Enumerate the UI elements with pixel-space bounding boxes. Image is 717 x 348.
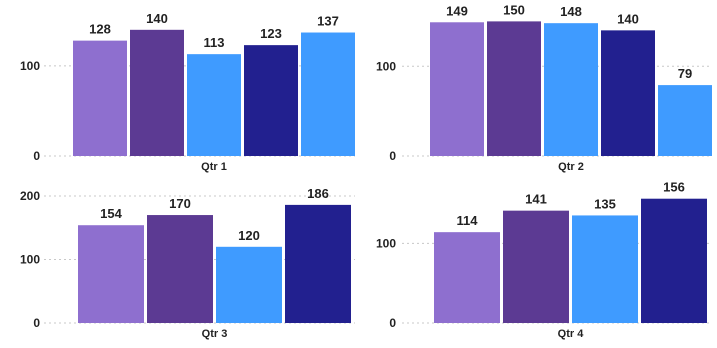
bar (73, 40, 127, 157)
y-tick-label: 0 (33, 316, 40, 330)
bar (434, 232, 500, 323)
bar (658, 85, 712, 156)
y-tick-label: 100 (20, 59, 40, 73)
category-label: Qtr 1 (201, 161, 227, 173)
bar (601, 30, 655, 156)
bar-value-label: 148 (560, 4, 582, 19)
bar (301, 32, 355, 156)
bar (147, 215, 213, 323)
bar-value-label: 114 (457, 213, 479, 228)
bar (216, 246, 282, 323)
bar-value-label: 154 (100, 206, 122, 221)
bar-value-label: 141 (525, 192, 547, 207)
y-tick-label: 200 (20, 189, 40, 203)
bar (487, 21, 541, 157)
bar-value-label: 123 (260, 26, 282, 41)
bar (187, 54, 241, 156)
bar (285, 204, 351, 323)
y-tick-label: 0 (389, 316, 396, 330)
bar (544, 23, 598, 156)
chart-panel-1: 0 100 128 140 113 123 137 Qtr 1 (20, 11, 355, 173)
y-tick-label: 0 (389, 149, 396, 163)
category-label: Qtr 4 (558, 328, 585, 340)
bar-value-label: 128 (89, 22, 111, 37)
bar-value-label: 140 (617, 11, 639, 26)
y-tick-label: 100 (376, 59, 396, 73)
bar (641, 198, 707, 323)
bar (244, 45, 298, 157)
bar-value-label: 113 (204, 35, 225, 50)
bar (78, 225, 144, 323)
category-label: Qtr 3 (202, 328, 228, 340)
bar (503, 210, 569, 323)
bar-value-label: 79 (678, 66, 692, 81)
bar (430, 22, 484, 157)
bar-value-label: 150 (503, 2, 525, 17)
bar-value-label: 135 (594, 196, 616, 211)
bar-value-label: 137 (317, 14, 339, 29)
chart-panel-4: 0 100 114 141 135 156 Qtr 4 (376, 180, 712, 340)
bar (572, 215, 638, 323)
y-tick-label: 100 (376, 236, 396, 250)
y-tick-label: 0 (33, 149, 40, 163)
category-label: Qtr 2 (558, 161, 584, 173)
bar-value-label: 156 (663, 180, 685, 195)
chart-panel-2: 0 100 149 150 148 140 79 Qtr 2 (376, 2, 712, 173)
bar-value-label: 149 (446, 3, 468, 18)
chart-panel-3: 0 100 200 154 170 120 186 Qtr 3 (20, 186, 355, 340)
bar-value-label: 170 (169, 196, 191, 211)
y-tick-label: 100 (20, 253, 40, 267)
bar-value-label: 186 (307, 186, 329, 201)
bar-value-label: 140 (146, 11, 168, 26)
bar (130, 29, 184, 157)
bar-value-label: 120 (238, 228, 260, 243)
